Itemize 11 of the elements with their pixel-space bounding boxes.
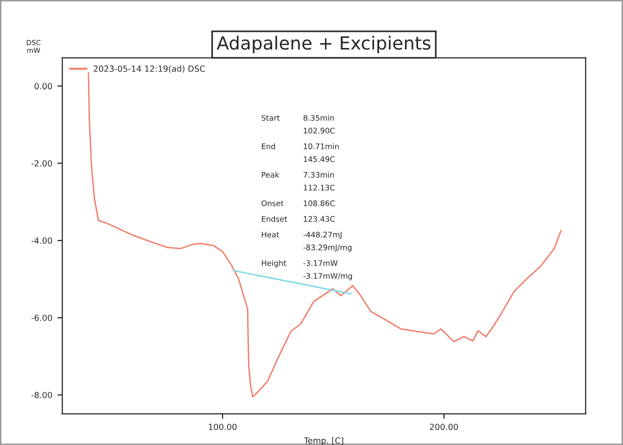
y-tick-label: -6.00 bbox=[31, 314, 52, 321]
y-tick-label: -8.00 bbox=[31, 392, 52, 398]
x-axis-title: Temp. [C] bbox=[304, 437, 344, 445]
line-series bbox=[88, 72, 562, 398]
legend-label: 2023-05-14 12:19(ad) DSC bbox=[94, 65, 205, 73]
y-tick-label: -2.00 bbox=[31, 160, 52, 167]
x-tick-label: 100.00 bbox=[208, 424, 237, 430]
y-tick-label: -4.00 bbox=[31, 237, 52, 244]
y-tick-label: 0.00 bbox=[34, 83, 52, 90]
chart-title: Adapalene + Excipients bbox=[216, 36, 430, 54]
x-tick-label: 200.00 bbox=[430, 424, 458, 430]
